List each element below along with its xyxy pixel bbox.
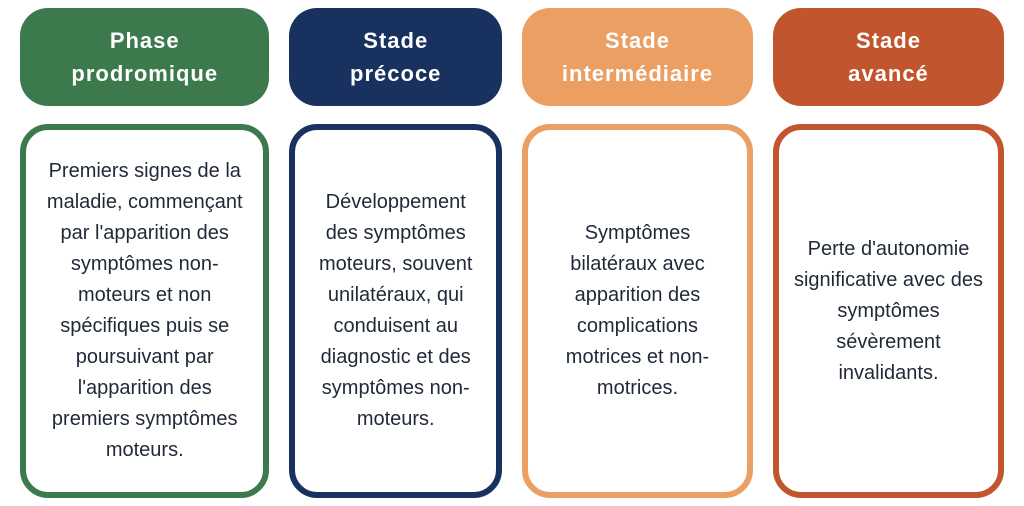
stage-phase-prodromique: Phase prodromique Premiers signes de la …: [20, 8, 269, 498]
stage-body: Symptômes bilatéraux avec apparition des…: [522, 124, 753, 498]
stage-header: Stade intermédiaire: [522, 8, 753, 106]
stage-header: Stade avancé: [773, 8, 1004, 106]
stage-stade-precoce: Stade précoce Développement des symptôme…: [289, 8, 502, 498]
stage-header: Stade précoce: [289, 8, 502, 106]
stage-body: Premiers signes de la maladie, commençan…: [20, 124, 269, 498]
stage-body: Perte d'autonomie significative avec des…: [773, 124, 1004, 498]
stage-stade-avance: Stade avancé Perte d'autonomie significa…: [773, 8, 1004, 498]
stages-container: Phase prodromique Premiers signes de la …: [20, 8, 1004, 498]
stage-stade-intermediaire: Stade intermédiaire Symptômes bilatéraux…: [522, 8, 753, 498]
stage-body: Développement des symptômes moteurs, sou…: [289, 124, 502, 498]
stage-header: Phase prodromique: [20, 8, 269, 106]
